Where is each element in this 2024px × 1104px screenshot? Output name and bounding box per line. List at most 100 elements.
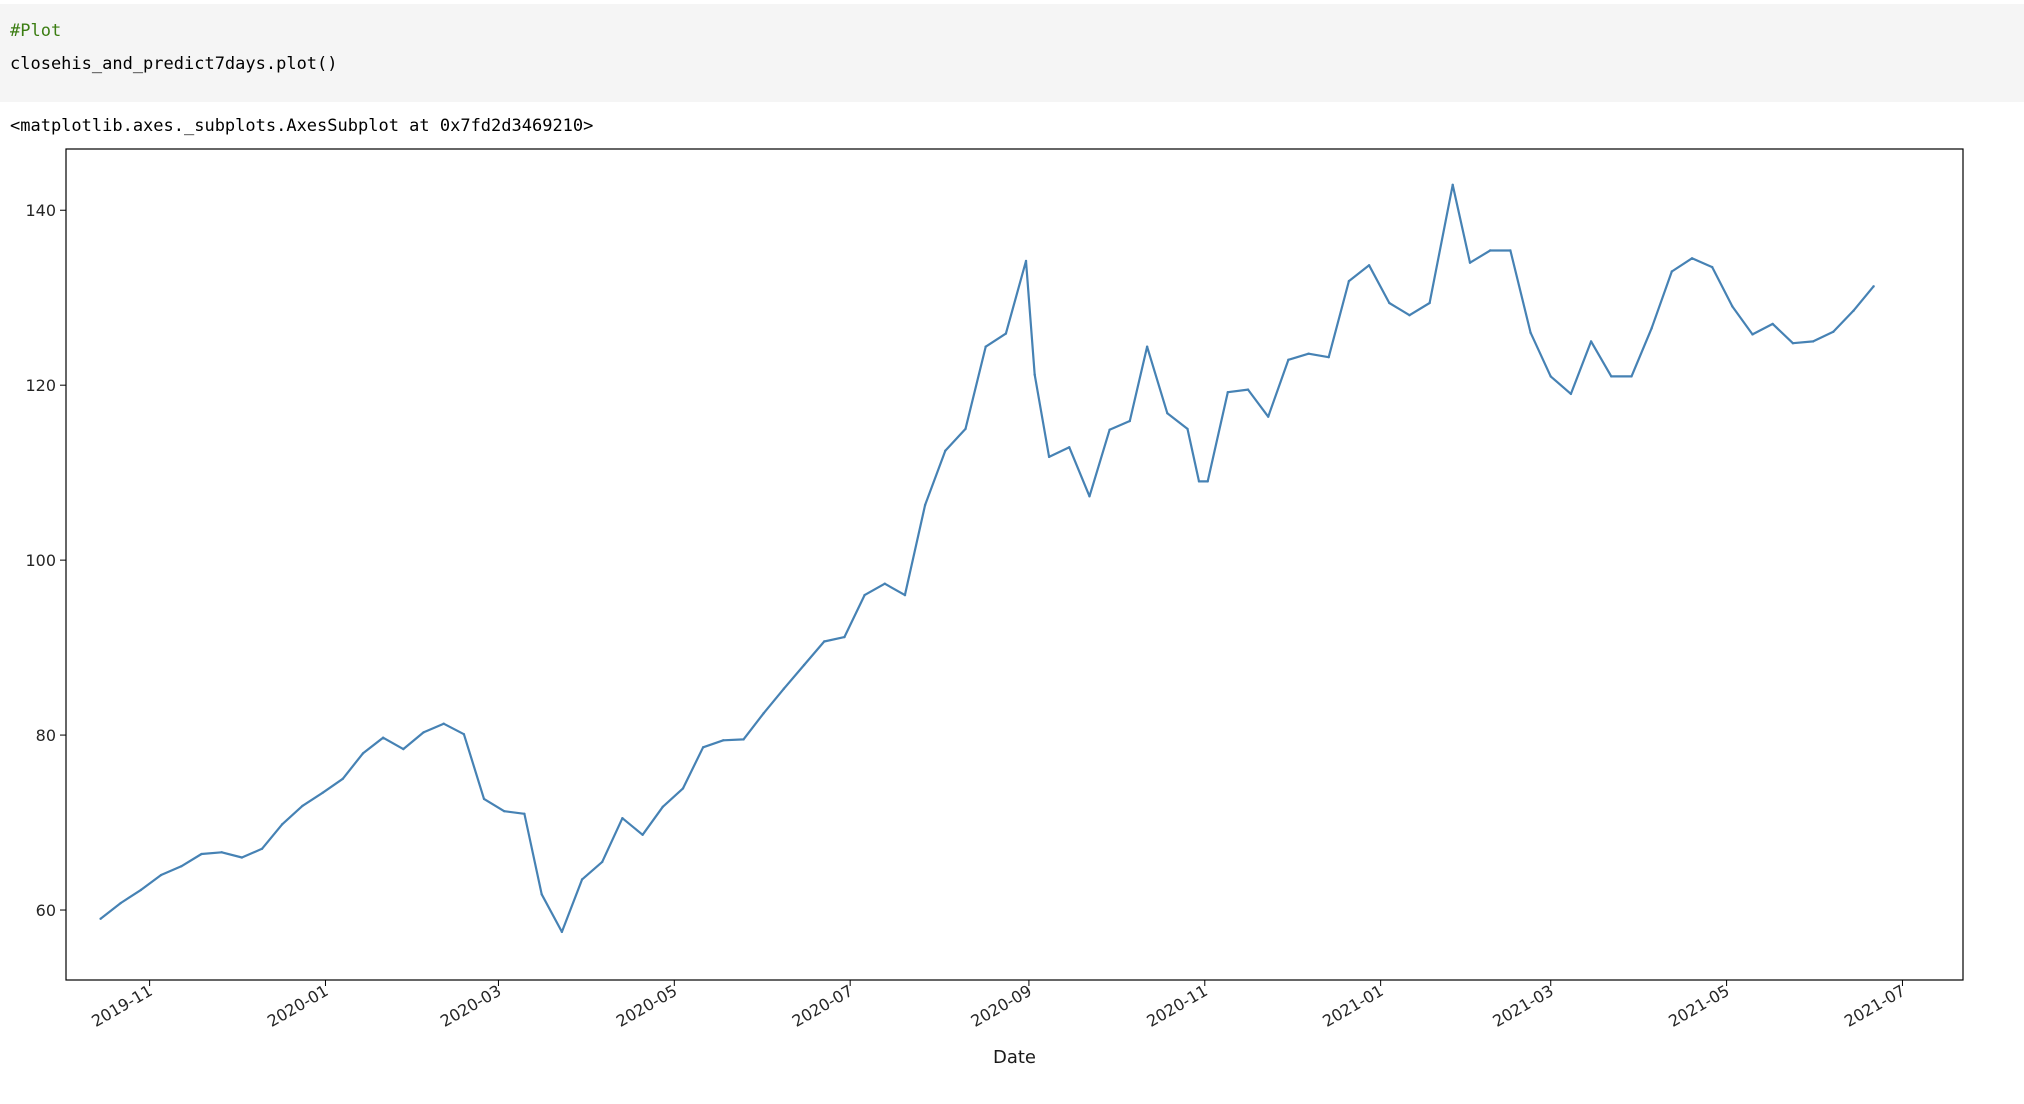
data-point [944,449,947,452]
y-tick-label: 100 [25,551,56,570]
x-tick-label: 2021-07 [1841,981,1908,1031]
data-point [301,804,304,808]
data-point [503,809,506,813]
data-point [641,833,644,836]
data-point [1246,388,1250,391]
code-statement: closehis_and_predict7days.plot() [10,54,338,74]
data-point [482,797,486,801]
data-point [1428,301,1431,305]
data-point [99,917,102,920]
data-point [903,593,907,597]
data-point [1327,355,1330,359]
data-point [1347,279,1351,283]
data-point [361,752,365,755]
data-point [1206,480,1209,483]
data-point [1670,270,1674,273]
data-point [422,731,425,734]
data-point [260,847,264,850]
data-point [1589,340,1593,343]
x-axis-label: Date [993,1047,1036,1068]
data-point [1186,427,1189,431]
data-point [1451,183,1454,187]
data-point [1367,264,1371,267]
data-point [281,823,284,826]
data-point [1145,345,1149,348]
data-point [139,888,143,892]
data-point [341,777,344,781]
data-point [1047,455,1051,459]
data-point [661,805,664,809]
data-point [1751,333,1754,336]
data-point [1088,495,1091,498]
data-point [580,878,584,881]
data-point [240,856,244,859]
data-point [863,593,866,597]
x-tick-label: 2020-03 [437,981,504,1031]
x-tick-label: 2020-05 [613,981,680,1031]
plot-frame [65,148,1964,981]
data-point [1388,301,1391,305]
code-cell[interactable]: #Plot closehis_and_predict7days.plot() [0,4,2024,102]
x-tick-label: 2020-07 [789,981,856,1031]
data-point [381,736,385,739]
data-point [560,930,564,934]
data-point [722,739,725,742]
data-point [321,791,324,795]
data-point [1488,249,1492,252]
data-point [1226,390,1230,394]
data-point [159,873,163,877]
data-point [1307,352,1310,355]
data-point [200,852,203,856]
y-tick-label: 120 [25,376,56,395]
data-point [1811,340,1815,343]
x-tick-label: 2020-01 [264,981,331,1031]
data-point [681,787,685,790]
data-point [1509,249,1512,252]
data-point [1529,331,1532,334]
data-point [742,738,745,741]
data-point [1690,257,1694,260]
data-point [523,812,526,815]
data-point [442,722,445,725]
x-tick-label: 2021-05 [1665,981,1732,1031]
data-point [1166,411,1169,415]
data-point [883,582,886,585]
data-point [1267,415,1270,418]
data-point [1468,261,1472,264]
data-point [964,427,967,431]
data-point [701,746,705,749]
data-point [540,893,543,896]
data-point [1108,428,1111,431]
data-point [1033,373,1036,376]
data-point [220,851,223,854]
y-tick-label: 80 [36,726,56,745]
data-point [119,901,122,905]
data-point [1610,375,1613,378]
data-point [762,712,765,715]
data-point [1004,332,1008,335]
x-tick-label: 2021-01 [1319,981,1386,1031]
data-point [180,865,183,868]
data-point [462,732,466,736]
data-point [782,687,786,690]
plot-marks: 60 80 100 120 140 2019-11 2020-01 2020-03 2020-0… [25,148,1964,1068]
output-repr: <matplotlib.axes._subplots.AxesSubplot a… [10,116,594,136]
data-point [1024,259,1028,263]
data-point [923,503,927,507]
data-point [1650,327,1653,330]
data-point [1408,314,1411,317]
data-point [1872,285,1875,288]
code-comment: #Plot [10,21,62,41]
data-point [1569,392,1573,396]
data-point [1549,375,1552,378]
data-point [1128,419,1132,423]
x-tick-label: 2019-11 [88,981,155,1031]
data-point [823,640,826,643]
data-point [1832,330,1835,334]
data-point [1731,305,1734,308]
data-point [601,860,604,864]
data-point [984,345,987,348]
y-tick-label: 60 [36,901,56,920]
data-point [1287,358,1290,362]
data-point [402,747,405,751]
